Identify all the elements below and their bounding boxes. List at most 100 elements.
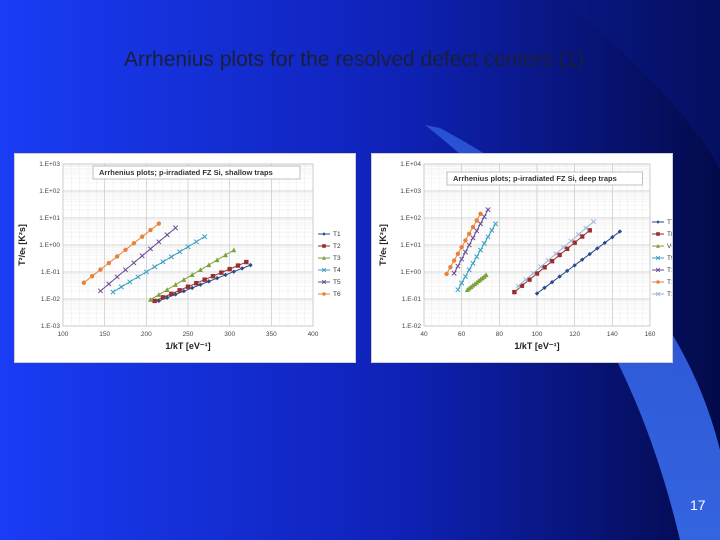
deep-point-T12 <box>545 257 551 263</box>
shallow-point-T5 <box>164 232 170 238</box>
shallow-point-T5 <box>139 253 145 259</box>
deep-point-T11 <box>470 224 476 230</box>
shallow-point-T3 <box>206 262 212 268</box>
deep-legend-marker-T10 <box>655 267 661 273</box>
deep-legend-label: T8 <box>667 231 672 238</box>
shallow-point-T2 <box>152 298 157 304</box>
deep-legend-marker-T8 <box>656 232 660 236</box>
shallow-point-T3 <box>198 267 203 273</box>
shallow-point-T2 <box>202 277 207 282</box>
shallow-point-T1 <box>231 269 237 274</box>
deep-point-T8 <box>587 228 592 233</box>
shallow-title-box <box>92 165 301 180</box>
shallow-point-T1 <box>173 292 178 297</box>
shallow-point-T4 <box>177 249 183 255</box>
deep-point-T9 <box>466 267 472 273</box>
shallow-x-tick-label: 350 <box>266 331 277 338</box>
deep-point-T9 <box>474 254 480 260</box>
deep-x-tick-label: 100 <box>532 331 543 338</box>
deep-legend-marker-T7 <box>656 220 660 224</box>
shallow-point-T4 <box>110 289 116 295</box>
deep-point-T12 <box>553 251 559 257</box>
shallow-y-tick-label: 1.E+03 <box>39 161 60 168</box>
shallow-point-T2 <box>194 280 199 286</box>
shallow-point-T5 <box>131 260 137 266</box>
shallow-point-T5 <box>122 267 129 273</box>
shallow-point-T4 <box>152 264 158 270</box>
shallow-point-T3 <box>164 287 170 292</box>
shallow-point-T3 <box>181 277 187 282</box>
deep-point-T8 <box>512 289 517 295</box>
shallow-x-tick-label: 150 <box>99 331 110 338</box>
deep-point-T7 <box>534 291 540 296</box>
shallow-x-axis-label: 1/kT [eV⁻¹] <box>165 341 210 351</box>
shallow-chart-title: Arrhenius plots; p-irradiated FZ Si, sha… <box>99 168 273 177</box>
deep-point-T10 <box>459 256 465 262</box>
shallow-point-T6 <box>106 260 112 266</box>
deep-point-T10 <box>451 270 457 276</box>
deep-point-T12 <box>523 277 529 283</box>
deep-point-T10 <box>481 214 487 220</box>
slide-title: Arrhenius plots for the resolved defect … <box>124 48 584 71</box>
shallow-legend-marker-T2 <box>322 244 326 248</box>
deep-point-T10 <box>477 221 484 227</box>
shallow-point-T4 <box>185 244 191 250</box>
deep-point-T8 <box>580 234 585 239</box>
shallow-point-T6 <box>131 241 137 246</box>
deep-point-T9 <box>459 280 465 286</box>
deep-legend-label: T11 <box>667 279 672 286</box>
shallow-point-T6 <box>156 221 162 226</box>
deep-legend-marker-T11 <box>656 280 660 284</box>
deep-series-line-T11 <box>446 213 481 275</box>
shallow-point-T5 <box>147 246 154 252</box>
deep-y-tick-label: 1.E-01 <box>402 296 422 303</box>
deep-point-T9 <box>489 227 495 233</box>
deep-point-T12 <box>560 244 566 251</box>
shallow-legend-marker-T5 <box>321 279 327 285</box>
deep-point-T12 <box>568 238 574 244</box>
deep-point-T7 <box>542 285 547 290</box>
shallow-point-T4 <box>168 254 174 260</box>
shallow-point-T2 <box>219 270 224 275</box>
shallow-point-T2 <box>169 291 174 297</box>
deep-legend-label: T9 <box>667 255 672 262</box>
deep-y-tick-label: 1.E+01 <box>400 242 421 249</box>
shallow-point-T6 <box>114 254 120 259</box>
deep-point-T9 <box>455 287 461 293</box>
shallow-point-T2 <box>185 284 191 289</box>
shallow-legend-label: T6 <box>333 291 341 298</box>
shallow-point-T4 <box>127 279 133 285</box>
shallow-legend-marker-T3 <box>322 255 326 260</box>
deep-point-T9 <box>470 260 476 266</box>
shallow-point-T4 <box>135 274 141 280</box>
shallow-legend-marker-T6 <box>322 292 326 296</box>
deep-point-T10 <box>485 207 491 213</box>
deep-traps-plot: 40 60 80 100 120 140 160 1.E-02 1.E-01 1.E+00 1.E+… <box>378 161 672 351</box>
deep-point-T8 <box>572 240 577 245</box>
shallow-x-tick-label: 100 <box>58 331 69 338</box>
deep-x-tick-label: 140 <box>607 331 618 338</box>
shallow-point-T2 <box>235 263 241 268</box>
deep-legend-label: T12 <box>667 291 672 298</box>
shallow-point-T4 <box>143 269 149 275</box>
shallow-point-T4 <box>202 234 208 240</box>
deep-x-tick-label: 60 <box>458 331 466 338</box>
deep-x-tick-label: 80 <box>496 331 504 338</box>
deep-point-T8 <box>557 252 562 258</box>
decorative-arc <box>560 0 720 170</box>
shallow-point-T5 <box>97 288 104 294</box>
shallow-legend-label: T3 <box>333 255 341 262</box>
deep-title-box <box>446 171 643 186</box>
deep-point-T10 <box>455 263 461 269</box>
shallow-y-tick-label: 1.E+02 <box>39 188 60 195</box>
shallow-point-T2 <box>210 273 216 279</box>
shallow-point-T2 <box>227 266 232 272</box>
shallow-point-T5 <box>172 225 179 231</box>
deep-point-T10 <box>474 228 480 234</box>
deep-point-T8 <box>564 246 570 252</box>
shallow-y-tick-label: 1.E+00 <box>39 242 60 249</box>
shallow-point-T3 <box>223 252 228 258</box>
deep-point-T9 <box>493 221 499 227</box>
deep-point-T9 <box>481 240 487 247</box>
deep-point-T12 <box>575 232 581 238</box>
